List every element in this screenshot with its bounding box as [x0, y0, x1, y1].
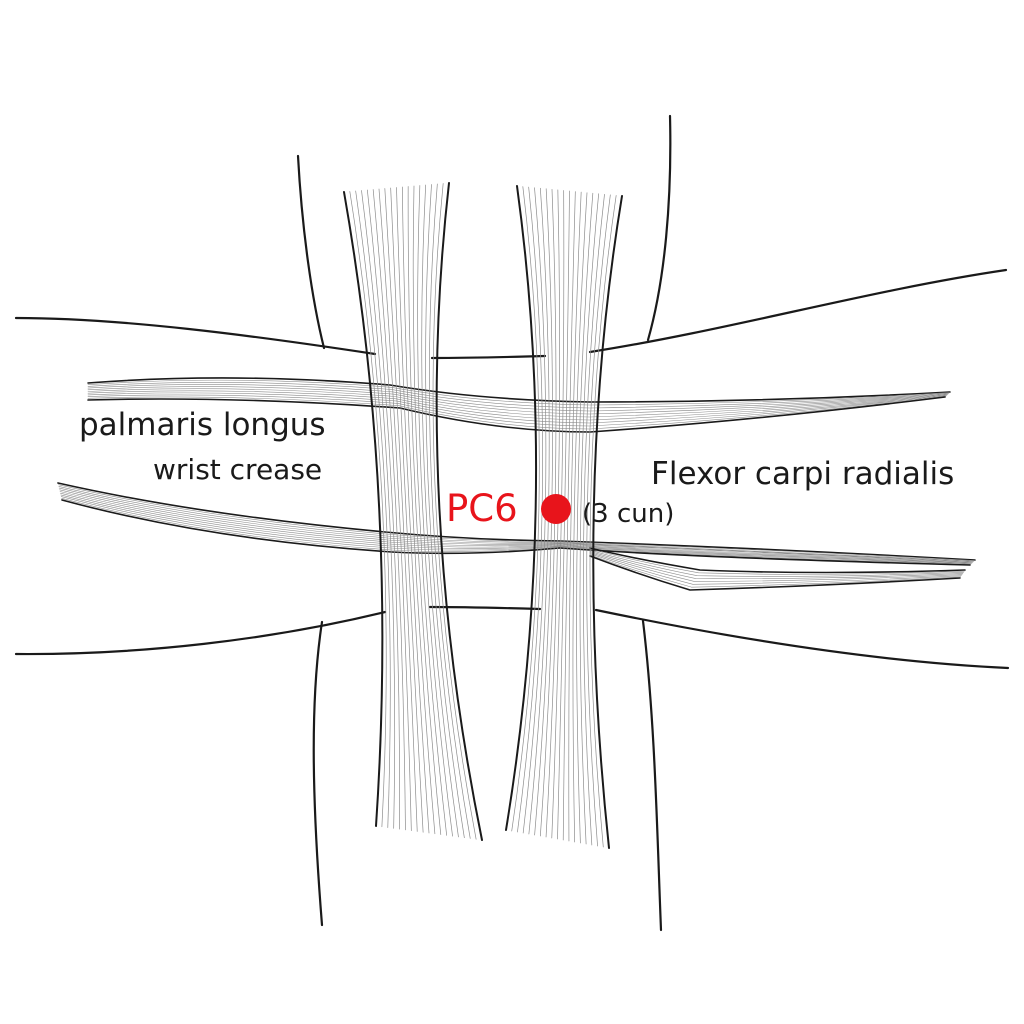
palmaris-longus-label: palmaris longus: [79, 407, 326, 443]
left-lower-contour: [312, 620, 324, 927]
upper-crease-band-line: [87, 390, 948, 421]
bottom-edge-mid: [428, 605, 542, 611]
palmaris-tendon-fiber: [378, 188, 412, 832]
lower-crease-branch-line: [589, 552, 963, 582]
lower-crease-band-line: [59, 491, 973, 563]
upper-crease-band-edge: [87, 377, 951, 403]
distance-label: (3 cun): [582, 499, 675, 529]
palmaris-tendon-fiber: [390, 187, 424, 833]
pc6-point-marker[interactable]: [541, 494, 571, 524]
upper-crease-band-line: [87, 394, 947, 427]
bottom-edge-left: [14, 610, 387, 656]
palmaris-tendon-edge: [343, 191, 384, 827]
flexor-carpi-radialis-label: Flexor carpi radialis: [651, 456, 955, 492]
palmaris-tendon-fiber: [425, 184, 465, 839]
palmaris-tendon-fiber: [349, 191, 387, 828]
bottom-edge-right: [594, 608, 1010, 670]
lower-crease-branch-line: [589, 554, 962, 588]
palmaris-tendon-fiber: [366, 189, 400, 830]
palmaris-tendon-fiber: [432, 183, 477, 840]
crease-bands: [57, 377, 976, 591]
lower-crease-branch-line: [589, 549, 964, 577]
upper-crease-band-line: [87, 388, 948, 418]
upper-crease-band-line: [87, 396, 946, 430]
flexor-tendon-fiber: [586, 194, 611, 847]
left-upper-contour: [296, 154, 326, 350]
right-lower-contour: [641, 619, 663, 932]
palmaris-tendon-fiber: [355, 190, 391, 828]
flexor-tendon-fiber: [511, 186, 540, 832]
palmaris-tendon-fiber: [396, 187, 430, 834]
flexor-tendon-fiber: [583, 193, 605, 846]
palmaris-tendon-fiber: [421, 184, 459, 838]
palmaris-tendon-fiber: [361, 190, 396, 829]
lower-crease-band-line: [58, 484, 975, 561]
pc6-label: PC6: [446, 487, 518, 530]
flexor-tendon-edge: [505, 185, 538, 831]
flexor-tendon-fiber: [568, 191, 582, 842]
flexor-tendon-fiber: [576, 192, 594, 844]
top-edge-left: [14, 316, 377, 356]
lower-crease-branch-line: [589, 553, 962, 585]
upper-crease-band-edge: [87, 396, 946, 433]
lower-crease-band-line: [60, 492, 973, 564]
tendons: [343, 182, 623, 849]
upper-crease-band-line: [87, 392, 947, 424]
upper-crease-band-line: [87, 384, 949, 412]
palmaris-tendon-fiber: [401, 186, 436, 835]
palmaris-tendon-fiber: [407, 186, 442, 835]
palmaris-tendon-edge: [435, 182, 483, 841]
lower-crease-branch-edge: [589, 555, 961, 591]
palmaris-tendon-fiber: [417, 185, 453, 837]
flexor-tendon-fiber: [579, 193, 600, 845]
lower-crease-band-edge: [61, 499, 971, 566]
flexor-tendon-fiber: [572, 192, 588, 843]
lower-crease-band-line: [60, 496, 972, 565]
upper-crease-band-line: [87, 379, 950, 406]
wrist-crease-label: wrist crease: [153, 453, 323, 486]
lower-crease-band-line: [61, 498, 971, 565]
top-edge-right: [588, 268, 1008, 354]
lower-crease-band-edge: [57, 482, 976, 561]
palmaris-tendon-fiber: [384, 188, 418, 832]
upper-crease-band-line: [87, 381, 950, 409]
lower-crease-branch-line: [589, 551, 964, 580]
flexor-tendon-fiber: [589, 195, 617, 848]
lower-crease-band-line: [60, 494, 972, 564]
palmaris-tendon-fiber: [412, 185, 448, 836]
flexor-tendon-edge: [592, 195, 623, 849]
palmaris-tendon-fiber: [372, 189, 406, 831]
upper-crease-band-line: [87, 386, 949, 415]
lower-crease-branch-edge: [589, 547, 966, 574]
top-edge-mid: [430, 354, 547, 360]
palmaris-tendon-fiber: [429, 183, 471, 839]
lower-crease-band-line: [58, 487, 974, 562]
right-upper-contour: [646, 114, 672, 342]
lower-crease-branch-line: [589, 548, 965, 575]
lower-crease-band-line: [59, 489, 974, 563]
forearm-outline: [14, 114, 1010, 932]
